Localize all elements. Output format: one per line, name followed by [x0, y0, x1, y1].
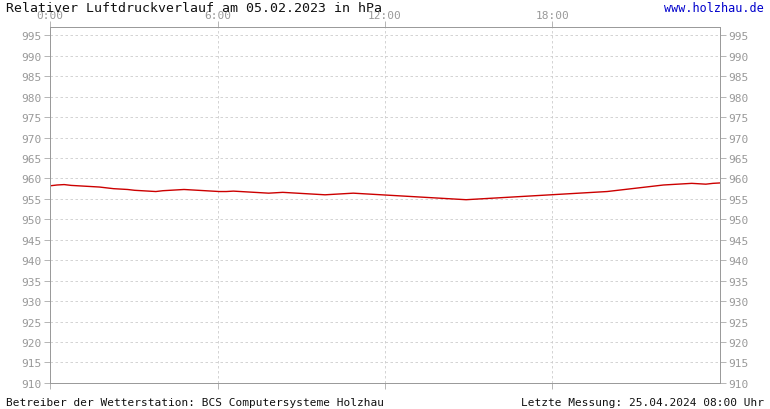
Text: Betreiber der Wetterstation: BCS Computersysteme Holzhau: Betreiber der Wetterstation: BCS Compute… [6, 397, 384, 407]
Text: Relativer Luftdruckverlauf am 05.02.2023 in hPa: Relativer Luftdruckverlauf am 05.02.2023… [6, 2, 382, 15]
Text: Letzte Messung: 25.04.2024 08:00 Uhr: Letzte Messung: 25.04.2024 08:00 Uhr [521, 397, 764, 407]
Text: www.holzhau.de: www.holzhau.de [664, 2, 764, 15]
